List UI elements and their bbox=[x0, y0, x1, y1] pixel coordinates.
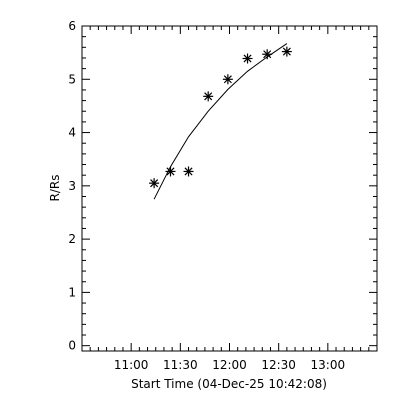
data-point-marker bbox=[222, 74, 233, 85]
x-tick-label: 11:30 bbox=[163, 358, 198, 372]
tick-labels: 0 1 2 3 4 5 6 11:00 11:30 12:00 12:30 13:00 bbox=[68, 19, 345, 372]
y-tick-label: 3 bbox=[68, 179, 76, 193]
fit-line bbox=[153, 43, 288, 200]
axis-ticks bbox=[82, 25, 377, 351]
x-tick-label: 13:00 bbox=[311, 358, 346, 372]
x-tick-label: 12:30 bbox=[261, 358, 296, 372]
data-point-marker bbox=[165, 166, 176, 177]
plot-frame bbox=[81, 25, 378, 352]
y-tick-label: 6 bbox=[68, 19, 76, 33]
y-axis-title: R/Rs bbox=[48, 175, 62, 202]
data-point-marker bbox=[262, 49, 273, 60]
data-point-marker bbox=[281, 46, 292, 57]
y-tick-label: 2 bbox=[68, 232, 76, 246]
data-point-marker bbox=[242, 53, 253, 64]
y-tick-label: 4 bbox=[68, 126, 76, 140]
data-points bbox=[149, 46, 292, 189]
x-tick-label: 12:00 bbox=[212, 358, 247, 372]
x-tick-label: 11:00 bbox=[114, 358, 149, 372]
y-tick-label: 0 bbox=[68, 339, 76, 353]
y-tick-label: 1 bbox=[68, 285, 76, 299]
data-point-marker bbox=[183, 166, 194, 177]
x-axis-title: Start Time (04-Dec-25 10:42:08) bbox=[131, 377, 327, 391]
data-point-marker bbox=[203, 91, 214, 102]
data-point-marker bbox=[149, 178, 160, 189]
y-tick-label: 5 bbox=[68, 72, 76, 86]
